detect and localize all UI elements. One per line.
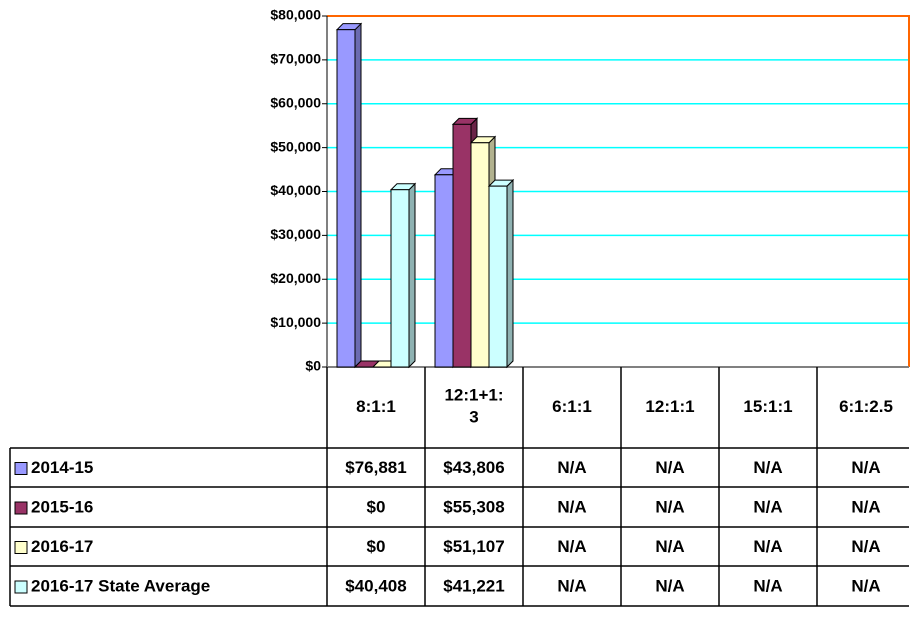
bar (390, 189, 410, 368)
legend-swatch (14, 541, 28, 554)
x-tick-label: 15:1:1 (743, 397, 792, 416)
x-tick-label: 12:1+1: 3 (444, 386, 503, 427)
bar (336, 29, 356, 368)
bar (434, 174, 454, 368)
table-value: $0 (367, 537, 386, 556)
table-value: N/A (557, 576, 586, 595)
x-tick-label: 6:1:1 (552, 397, 592, 416)
legend-label: 2015-16 (31, 497, 93, 516)
table-value: N/A (851, 497, 880, 516)
legend-label: 2016-17 State Average (31, 576, 210, 595)
x-tick-label: 8:1:1 (356, 397, 396, 416)
table-value: $0 (367, 497, 386, 516)
bar (452, 123, 472, 368)
bar-side (506, 178, 514, 369)
legend-swatch (14, 501, 28, 515)
y-tick-label: $40,000 (270, 182, 321, 198)
table-value: N/A (655, 576, 684, 595)
table-value: N/A (655, 458, 684, 477)
table-value: $40,408 (345, 576, 406, 595)
table-value: N/A (557, 497, 586, 516)
bar-side (354, 22, 362, 369)
table-value: $51,107 (443, 537, 504, 556)
plot-frame (327, 15, 910, 367)
table-value: N/A (655, 537, 684, 556)
table-value: N/A (851, 458, 880, 477)
table-value: N/A (557, 537, 586, 556)
table-value: $76,881 (345, 458, 406, 477)
table-value: N/A (753, 576, 782, 595)
legend-label: 2016-17 (31, 537, 93, 556)
table-value: N/A (557, 458, 586, 477)
table-value: N/A (655, 497, 684, 516)
bar (488, 185, 508, 368)
y-tick-label: $60,000 (270, 94, 321, 110)
x-tick-label: 12:1:1 (645, 397, 694, 416)
legend-swatch (14, 462, 28, 475)
y-tick-label: $10,000 (270, 314, 321, 330)
legend-swatch (14, 580, 28, 594)
y-tick-label: $20,000 (270, 270, 321, 286)
y-tick-label: $0 (305, 358, 321, 374)
table-value: N/A (851, 537, 880, 556)
bar (470, 142, 490, 368)
y-tick-label: $80,000 (270, 7, 321, 23)
y-tick-label: $70,000 (270, 51, 321, 67)
bar-side (408, 182, 416, 369)
table-value: $43,806 (443, 458, 504, 477)
legend-label: 2014-15 (31, 458, 93, 477)
y-tick-label: $50,000 (270, 138, 321, 154)
x-tick-label: 6:1:2.5 (839, 397, 893, 416)
table-value: $41,221 (443, 576, 504, 595)
table-value: N/A (753, 537, 782, 556)
y-tick-label: $30,000 (270, 226, 321, 242)
table-value: N/A (851, 576, 880, 595)
table-value: N/A (753, 458, 782, 477)
table-value: $55,308 (443, 497, 504, 516)
table-value: N/A (753, 497, 782, 516)
